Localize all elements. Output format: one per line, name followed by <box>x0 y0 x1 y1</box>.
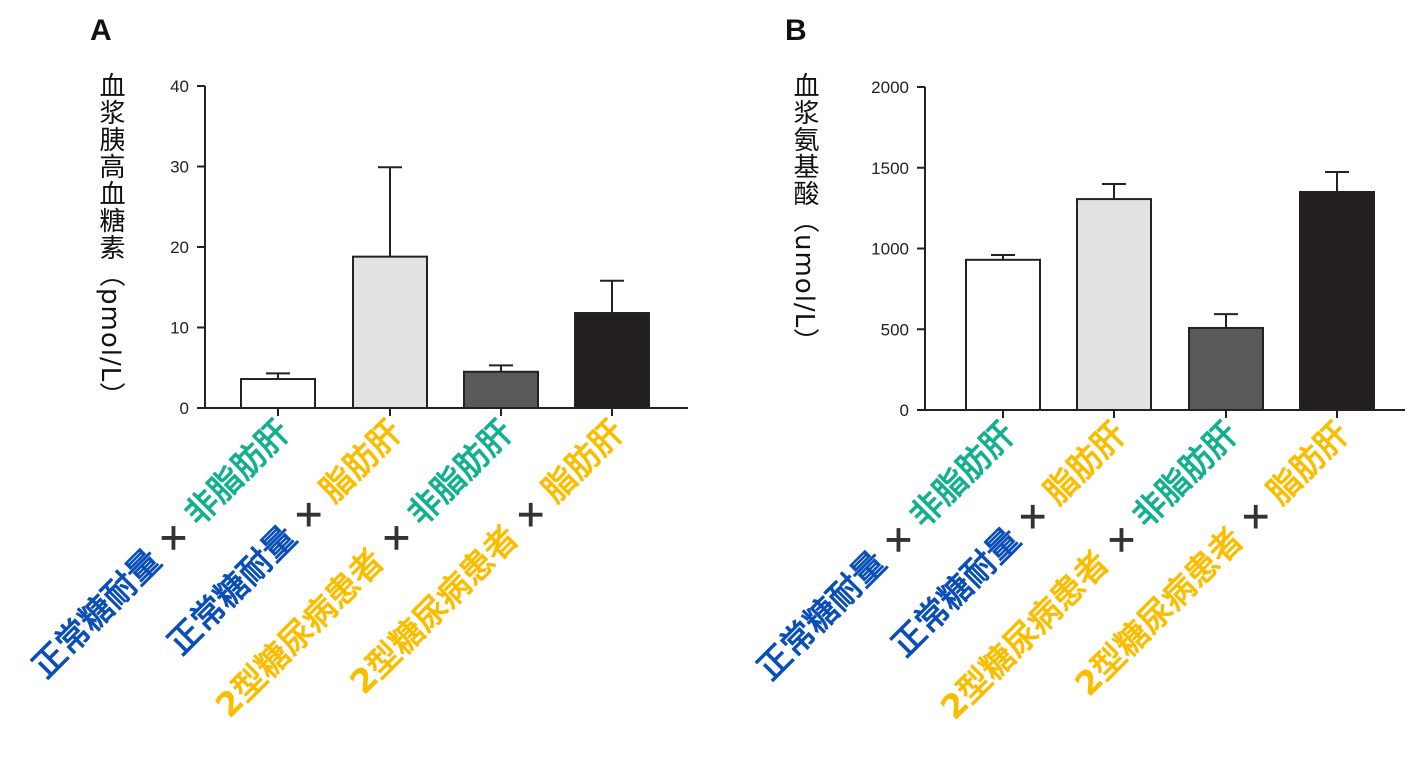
x-tick-label-part: 脂肪肝 <box>534 412 632 510</box>
y-tick-label: 1000 <box>871 240 909 259</box>
x-tick-label-part: 正常糖耐量 <box>24 541 168 685</box>
y-tick-label: 2000 <box>871 78 909 97</box>
bar <box>352 255 428 409</box>
bar <box>574 312 650 410</box>
panel-letter-a: A <box>90 14 112 47</box>
y-tick-label: 20 <box>170 238 189 257</box>
x-tick-label-part: 脂肪肝 <box>1259 414 1357 512</box>
bar <box>240 378 316 409</box>
bar <box>965 258 1041 411</box>
y-tick-label: 30 <box>170 158 189 177</box>
y-axis-label-a: 血浆胰高血糖素（pmol/L） <box>95 72 125 410</box>
y-axis-label-b: 血浆氨基酸（umol/L） <box>789 72 819 356</box>
y-tick-label: 40 <box>170 77 189 96</box>
bar <box>1188 326 1264 412</box>
x-tick-label-part: 脂肪肝 <box>312 412 410 510</box>
bar <box>1299 190 1375 411</box>
y-tick-label: 10 <box>170 319 189 338</box>
panel-letter-b: B <box>785 14 807 47</box>
bar <box>1076 198 1152 411</box>
y-tick-label: 0 <box>180 399 189 418</box>
y-tick-label: 0 <box>900 401 909 420</box>
bar <box>463 370 539 409</box>
x-tick-label-part: 正常糖耐量 <box>749 543 893 687</box>
y-tick-label: 1500 <box>871 159 909 178</box>
y-tick-label: 500 <box>881 320 909 339</box>
x-tick-label-part: 脂肪肝 <box>1036 414 1134 512</box>
